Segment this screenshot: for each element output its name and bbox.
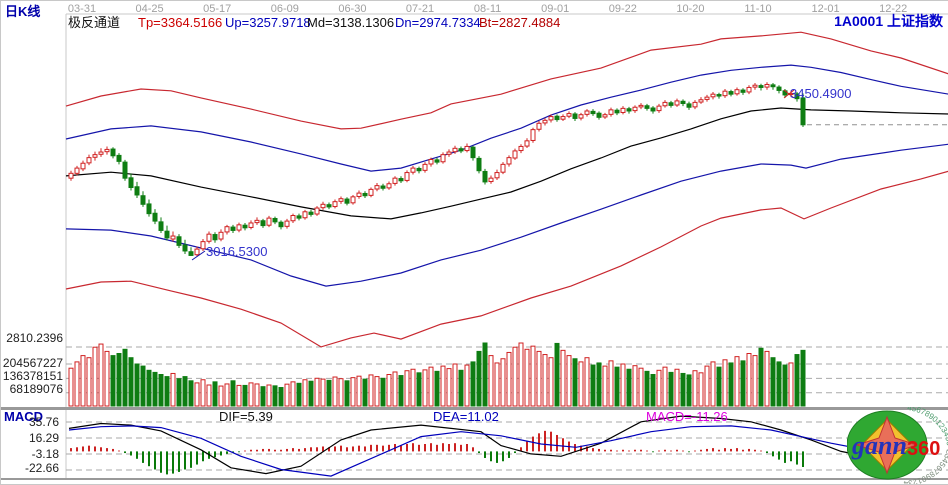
- volume-grid-label-3: 204567227: [2, 356, 63, 370]
- macd-value: MACD=-11.26: [646, 409, 728, 424]
- high-annotation: 3450.4900: [790, 86, 852, 101]
- macd-axis-1: 35.76: [28, 415, 59, 429]
- dif-value: DIF=5.39: [219, 409, 273, 424]
- price-min-label: 2810.2396: [6, 331, 63, 345]
- indicator-name[interactable]: 极反通道: [68, 15, 121, 30]
- symbol-title: 1A0001 上证指数: [834, 14, 943, 28]
- macd-indicator-name[interactable]: MACD: [4, 409, 43, 424]
- md-value: Md=3138.1306: [307, 15, 395, 30]
- date-label: 09-01: [541, 3, 570, 15]
- date-label: 06-30: [338, 3, 367, 15]
- date-label: 09-22: [608, 3, 637, 15]
- bt-value: Bt=2827.4884: [479, 15, 561, 30]
- date-label: 10-20: [676, 3, 705, 15]
- date-label: 05-17: [203, 3, 232, 15]
- macd-axis-2: 16.29: [28, 431, 59, 445]
- macd-axis-4: -22.66: [24, 461, 59, 475]
- dea-value: DEA=11.02: [433, 409, 499, 424]
- date-label: 03-31: [67, 3, 97, 15]
- symbol-name: 上证指数: [887, 13, 943, 29]
- logo-star: [855, 415, 919, 475]
- dn-value: Dn=2974.7334: [395, 15, 481, 30]
- date-label: 08-11: [473, 3, 502, 15]
- logo-brand-number: 360: [907, 438, 940, 460]
- date-label: 06-09: [270, 3, 299, 15]
- date-label: 12-22: [879, 3, 908, 15]
- macd-axis-3: -3.18: [31, 447, 59, 461]
- volume-grid-label-1: 68189076: [9, 382, 63, 396]
- low-annotation: 3016.5300: [206, 244, 268, 259]
- date-label: 07-21: [405, 3, 435, 15]
- period-label[interactable]: 日K线: [5, 4, 41, 19]
- date-label: 12-01: [811, 3, 840, 15]
- date-label: 11-10: [744, 3, 772, 15]
- logo-brand-text: gann: [851, 431, 907, 460]
- tp-value: Tp=3364.5166: [138, 15, 223, 30]
- gann360-logo: gann 360 4567890123456 2345678901234: [847, 407, 948, 484]
- volume-grid-label-2: 136378151: [2, 369, 63, 383]
- symbol-code: 1A0001: [834, 13, 884, 29]
- date-label: 04-25: [135, 3, 164, 15]
- up-value: Up=3257.9718: [225, 15, 311, 30]
